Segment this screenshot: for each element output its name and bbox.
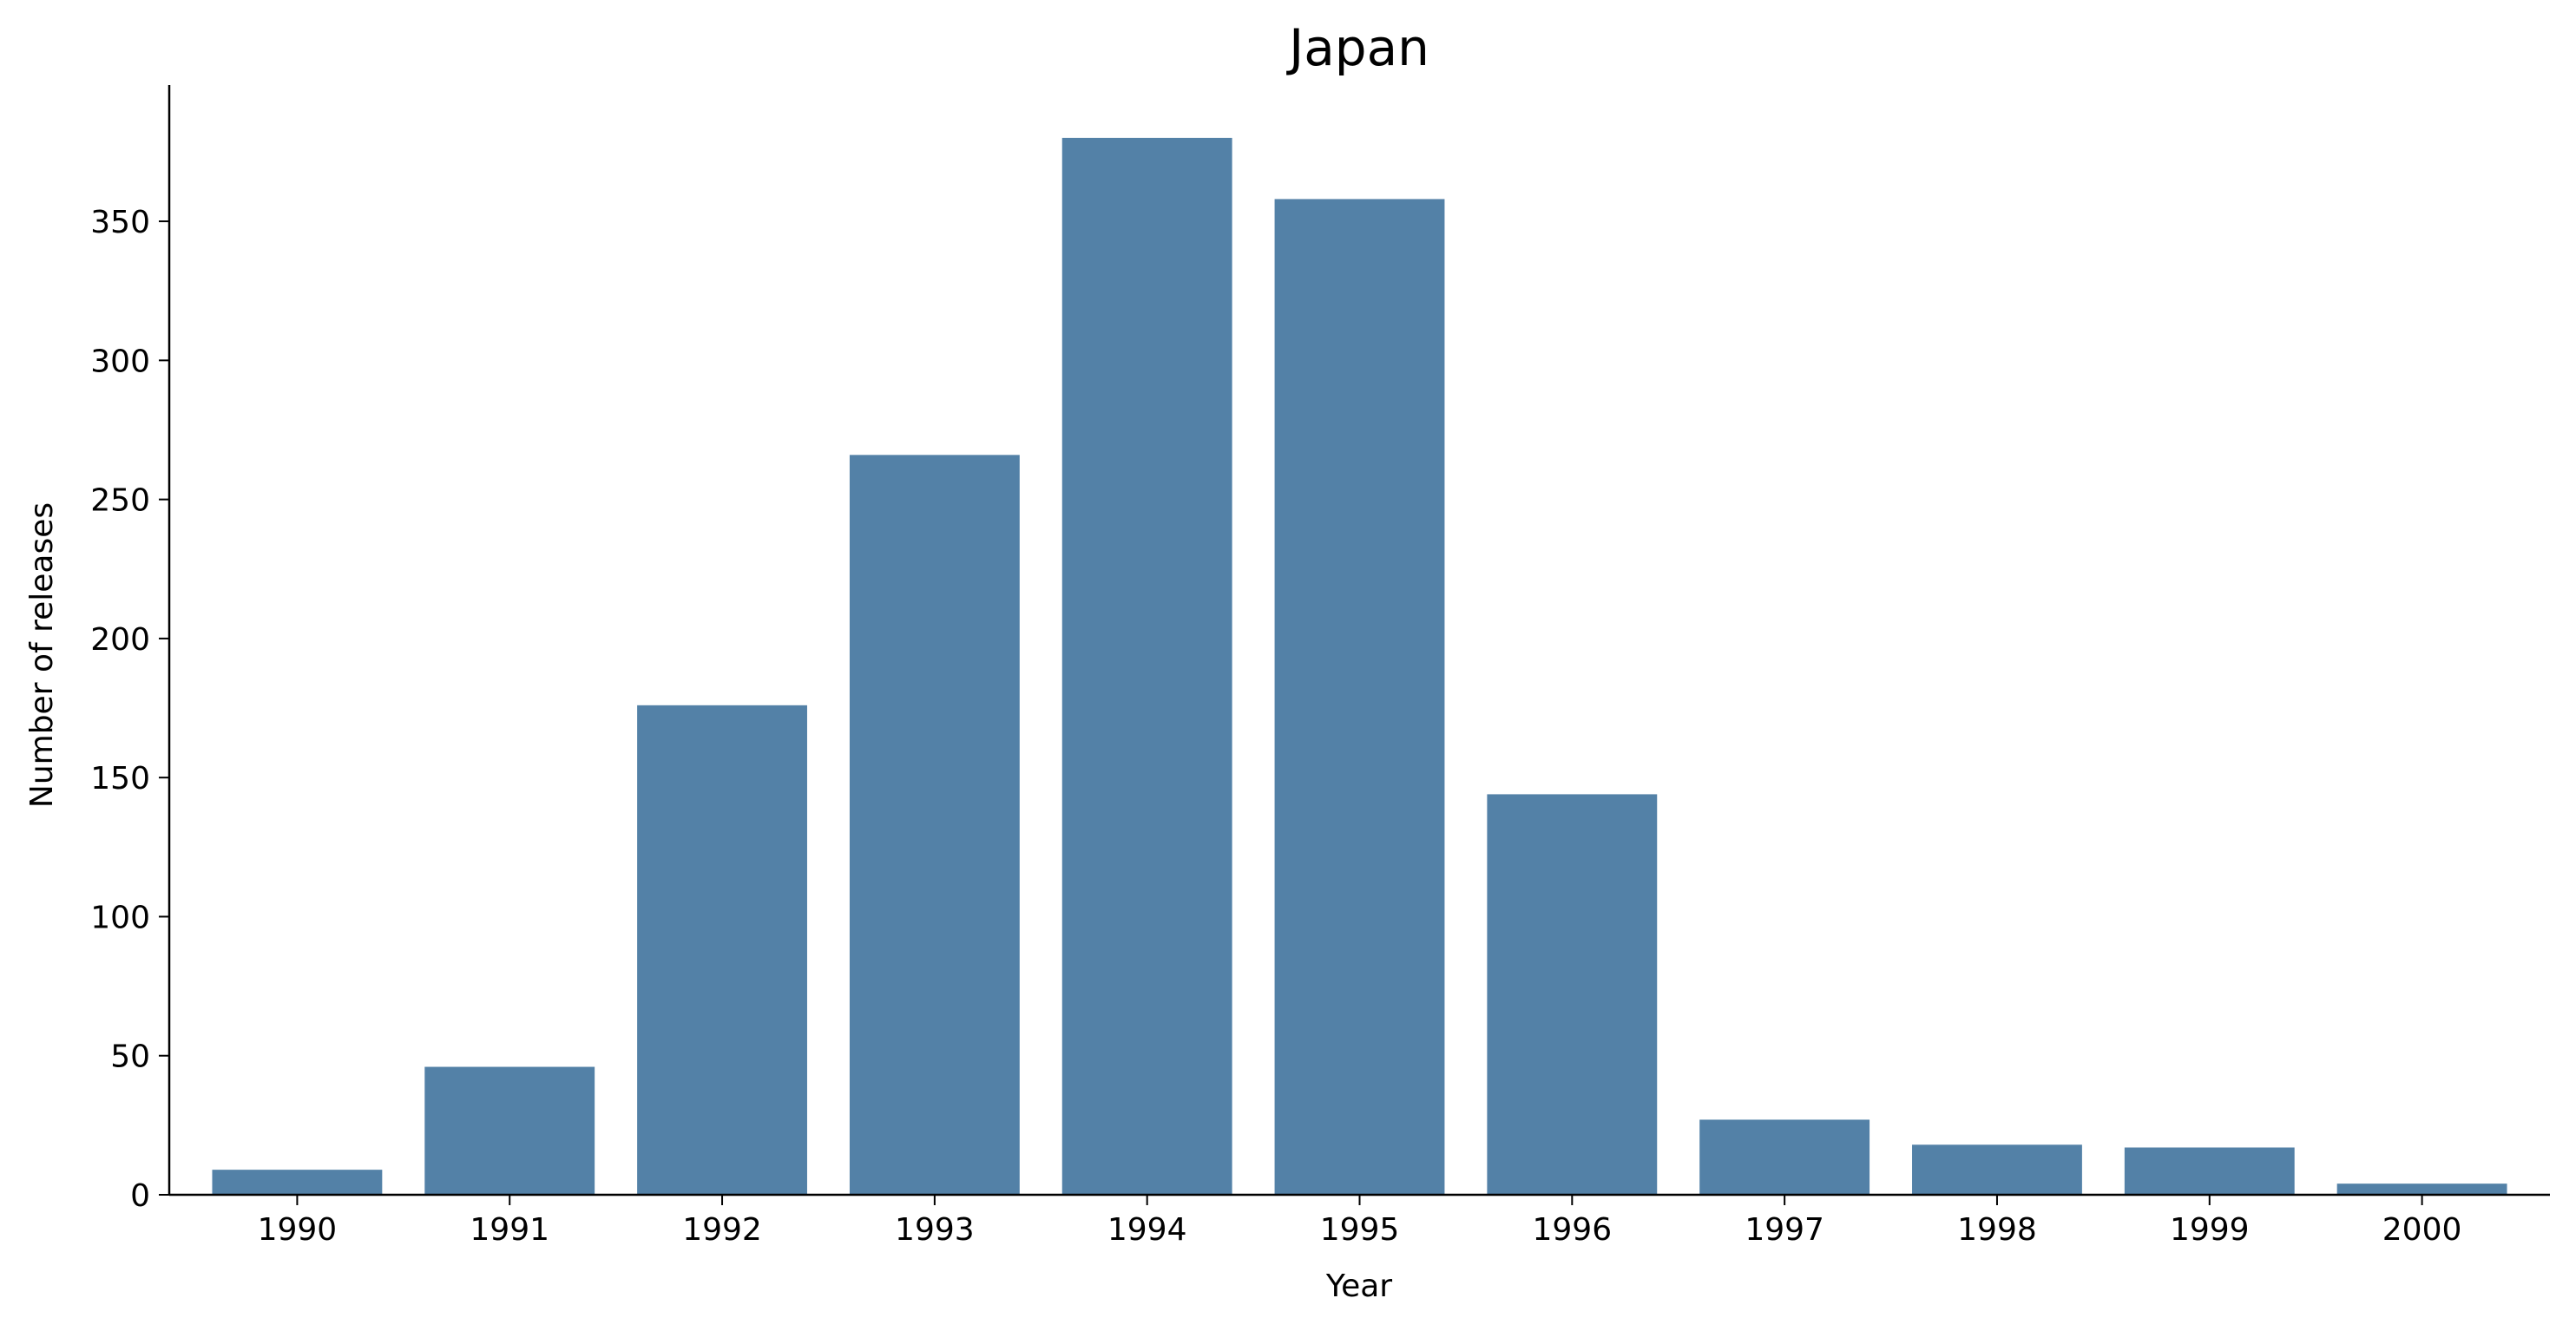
y-tick-label-250: 250 bbox=[90, 483, 150, 519]
x-tick-label-1992: 1992 bbox=[682, 1212, 762, 1248]
x-tick-label-1995: 1995 bbox=[1320, 1212, 1400, 1248]
bar-1995 bbox=[1274, 199, 1445, 1196]
x-tick-label-1990: 1990 bbox=[258, 1212, 338, 1248]
x-axis-title: Year bbox=[1325, 1269, 1392, 1304]
x-tick-label-1996: 1996 bbox=[1533, 1212, 1613, 1248]
x-tick-label-1998: 1998 bbox=[1957, 1212, 2037, 1248]
y-tick-label-350: 350 bbox=[90, 205, 150, 240]
bars-layer bbox=[212, 137, 2507, 1196]
y-tick-label-100: 100 bbox=[90, 900, 150, 935]
y-tick-label-200: 200 bbox=[90, 622, 150, 658]
bar-1991 bbox=[424, 1066, 595, 1195]
x-axis-ticks: 1990 1991 1992 1993 1994 1995 1996 1997 1998 1999… bbox=[258, 1195, 2462, 1248]
y-axis-title: Number of releases bbox=[24, 502, 60, 808]
bar-1999 bbox=[2124, 1147, 2295, 1195]
bar-1993 bbox=[849, 455, 1020, 1195]
y-tick-label-0: 0 bbox=[130, 1178, 150, 1214]
bar-1992 bbox=[637, 705, 807, 1195]
y-tick-label-50: 50 bbox=[110, 1039, 150, 1075]
x-tick-label-1993: 1993 bbox=[895, 1212, 975, 1248]
x-tick-label-1991: 1991 bbox=[470, 1212, 549, 1248]
bar-2000 bbox=[2336, 1183, 2507, 1195]
bar-1990 bbox=[212, 1170, 383, 1195]
y-axis-ticks: 0 50 100 150 200 250 300 350 bbox=[90, 205, 169, 1214]
bar-1998 bbox=[1912, 1144, 2082, 1195]
x-tick-label-1997: 1997 bbox=[1745, 1212, 1824, 1248]
bar-1997 bbox=[1699, 1119, 1870, 1195]
x-tick-label-1994: 1994 bbox=[1107, 1212, 1187, 1248]
y-tick-label-300: 300 bbox=[90, 344, 150, 379]
x-tick-label-2000: 2000 bbox=[2382, 1212, 2462, 1248]
bar-1994 bbox=[1061, 137, 1232, 1195]
bar-1996 bbox=[1487, 794, 1658, 1195]
chart-title: Japan bbox=[1286, 18, 1429, 77]
x-tick-label-1999: 1999 bbox=[2170, 1212, 2250, 1248]
y-tick-label-150: 150 bbox=[90, 761, 150, 797]
